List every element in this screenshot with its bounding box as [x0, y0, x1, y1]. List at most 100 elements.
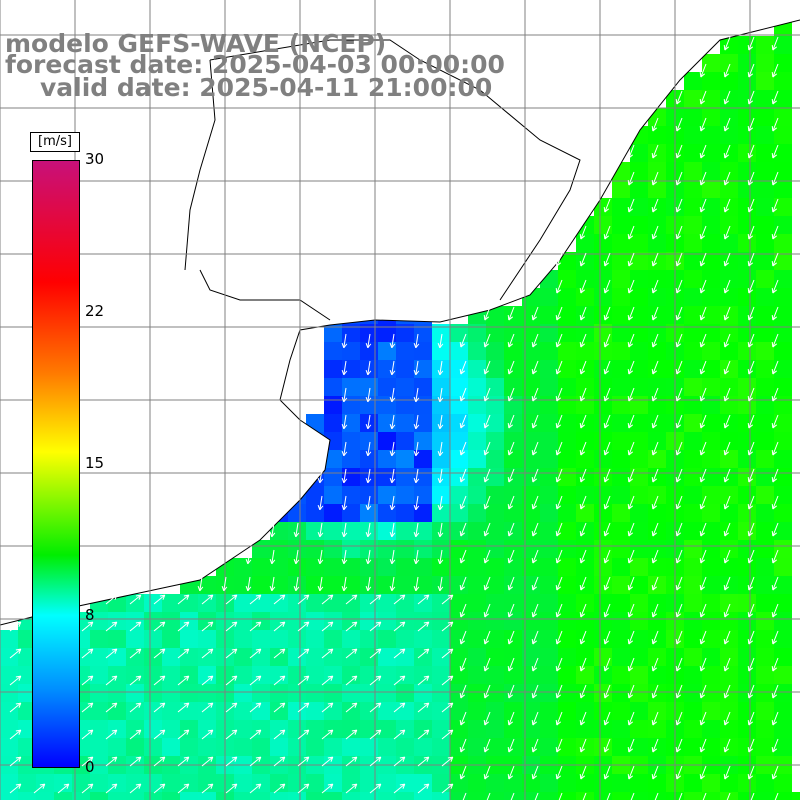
wind-arrow-head — [652, 558, 653, 563]
wind-speed-cell — [540, 720, 558, 738]
wind-arrow-head — [676, 693, 677, 698]
wind-arrow-head — [532, 747, 533, 752]
wind-speed-cell — [738, 594, 756, 612]
wind-arrow-head — [748, 261, 749, 266]
wind-arrow-head — [700, 288, 701, 293]
wind-speed-cell — [756, 72, 774, 90]
legend-tick-22: 22 — [85, 304, 104, 319]
wind-speed-cell — [774, 738, 792, 756]
wind-speed-cell — [450, 648, 468, 666]
wind-speed-cell — [738, 612, 756, 630]
wind-arrow-head — [532, 342, 533, 347]
wind-speed-cell — [720, 288, 738, 306]
wind-speed-cell — [630, 540, 648, 558]
wind-arrow-head — [628, 639, 629, 644]
wind-speed-cell — [738, 126, 756, 144]
wind-speed-cell — [576, 432, 594, 450]
wind-arrow-head — [748, 720, 749, 725]
wind-arrow-head — [748, 774, 749, 779]
wind-arrow-head — [748, 747, 749, 752]
wind-speed-cell — [468, 594, 486, 612]
wind-speed-cell — [612, 522, 630, 540]
wind-arrow-head — [652, 747, 653, 752]
wind-speed-cell — [108, 702, 126, 720]
wind-arrow-head — [652, 288, 653, 293]
wind-speed-cell — [198, 684, 216, 702]
wind-speed-cell — [324, 360, 342, 378]
wind-arrow-head — [580, 666, 581, 671]
wind-speed-cell — [396, 738, 414, 756]
wind-speed-cell — [558, 702, 576, 720]
wind-arrow-head — [772, 126, 773, 131]
wind-speed-cell — [684, 270, 702, 288]
wind-arrow-head — [628, 396, 629, 401]
wind-speed-cell — [648, 558, 666, 576]
wind-arrow-head — [700, 369, 701, 374]
wind-arrow-head — [460, 666, 461, 671]
wind-speed-cell — [630, 504, 648, 522]
wind-arrow-head — [628, 477, 629, 482]
wind-speed-cell — [414, 648, 432, 666]
wind-speed-cell — [288, 594, 306, 612]
legend-tick-15: 15 — [85, 456, 104, 471]
wind-speed-cell — [702, 540, 720, 558]
wind-speed-cell — [126, 684, 144, 702]
wind-speed-cell — [774, 288, 792, 306]
wind-speed-cell — [504, 540, 522, 558]
wind-speed-cell — [612, 504, 630, 522]
wind-arrow-head — [604, 531, 605, 536]
wind-speed-cell — [306, 720, 324, 738]
wind-speed-cell — [594, 270, 612, 288]
wind-speed-cell — [576, 612, 594, 630]
wind-speed-cell — [180, 630, 198, 648]
wind-speed-cell — [306, 738, 324, 756]
wind-speed-cell — [432, 612, 450, 630]
wind-speed-cell — [612, 234, 630, 252]
wind-speed-cell — [738, 234, 756, 252]
wind-arrow-head — [748, 558, 749, 563]
wind-speed-cell — [612, 306, 630, 324]
wind-speed-cell — [738, 162, 756, 180]
wind-arrow-head — [604, 396, 605, 401]
wind-speed-cell — [180, 594, 198, 612]
wind-speed-cell — [720, 270, 738, 288]
wind-speed-cell — [774, 414, 792, 432]
wind-speed-cell — [378, 594, 396, 612]
wind-speed-cell — [558, 666, 576, 684]
wind-speed-cell — [0, 684, 18, 702]
wind-arrow-head — [484, 693, 485, 698]
wind-arrow-head — [652, 315, 653, 320]
wind-speed-cell — [702, 234, 720, 252]
wind-speed-cell — [702, 54, 720, 72]
wind-arrow-head — [652, 180, 653, 185]
wind-speed-cell — [684, 666, 702, 684]
wind-speed-cell — [378, 738, 396, 756]
wind-arrow-head — [532, 639, 533, 644]
wind-speed-cell — [540, 558, 558, 576]
wind-speed-cell — [0, 648, 18, 666]
wind-speed-cell — [162, 612, 180, 630]
wind-arrow-head — [532, 612, 533, 617]
wind-speed-cell — [468, 774, 486, 792]
wind-arrow-head — [676, 207, 677, 212]
wind-arrow-head — [772, 45, 773, 50]
wind-speed-cell — [540, 792, 558, 800]
wind-arrow-head — [508, 315, 509, 320]
wind-arrow-head — [748, 693, 749, 698]
wind-arrow-head — [652, 369, 653, 374]
wind-speed-cell — [234, 738, 252, 756]
wind-arrow-head — [676, 747, 677, 752]
wind-arrow-head — [772, 180, 773, 185]
wind-arrow-head — [556, 315, 557, 320]
wind-speed-cell — [450, 666, 468, 684]
wind-speed-cell — [702, 90, 720, 108]
wind-arrow-head — [772, 450, 773, 455]
wind-arrow-head — [580, 504, 581, 509]
wind-speed-cell — [414, 792, 432, 800]
wind-speed-cell — [684, 288, 702, 306]
wind-speed-cell — [0, 666, 18, 684]
wind-speed-cell — [630, 396, 648, 414]
wind-speed-cell — [612, 738, 630, 756]
wind-speed-cell — [756, 270, 774, 288]
wind-arrow-head — [460, 450, 461, 455]
